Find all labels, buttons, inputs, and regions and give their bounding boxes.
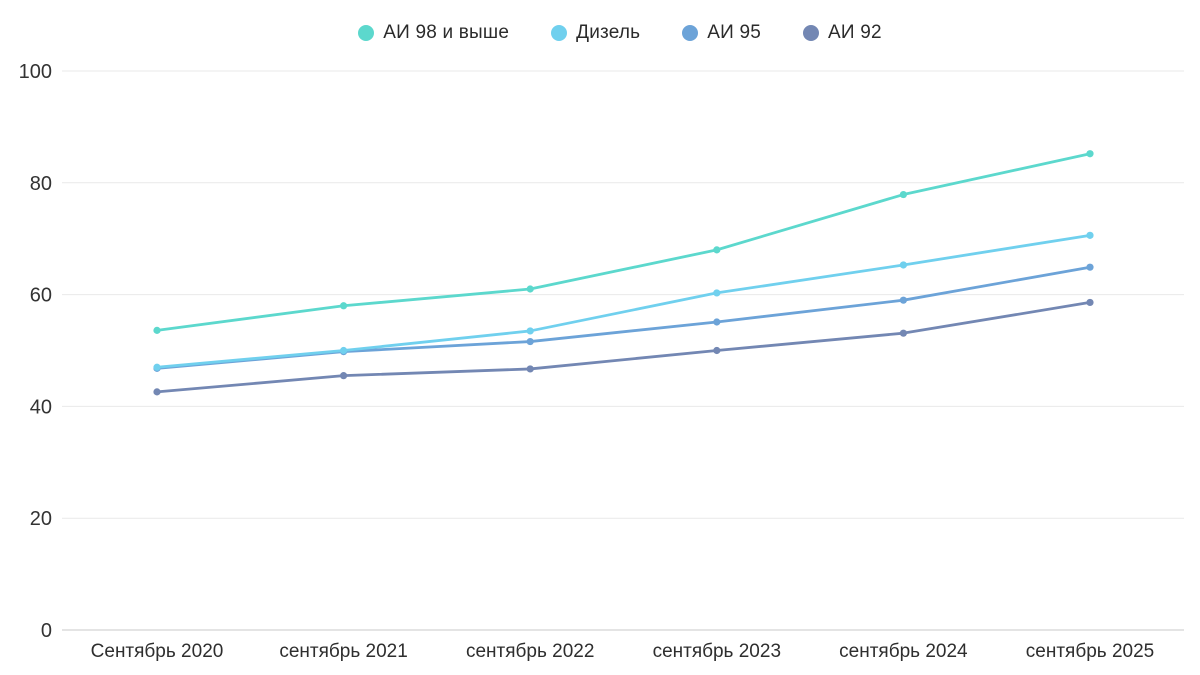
y-axis-tick-labels: 0 20 40 60 80 100 <box>19 61 52 642</box>
x-tick-label: сентябрь 2021 <box>279 641 407 662</box>
legend-item-ai95: АИ 95 <box>682 22 761 44</box>
data-point-marker <box>526 327 534 335</box>
data-point-marker <box>1086 263 1094 271</box>
data-point-marker <box>526 285 534 293</box>
x-tick-label: Сентябрь 2020 <box>91 641 224 662</box>
legend-label-diesel: Дизель <box>576 22 641 43</box>
legend-item-diesel: Дизель <box>551 22 640 44</box>
data-point-marker <box>713 318 721 326</box>
x-tick-label: сентябрь 2025 <box>1026 641 1154 662</box>
series-line <box>155 265 1092 370</box>
data-point-marker <box>899 261 908 269</box>
data-point-marker <box>153 363 161 371</box>
legend-item-ai92: АИ 92 <box>802 22 882 44</box>
series-Дизель <box>153 231 1094 371</box>
legend-label-ai98: АИ 98 и выше <box>383 22 510 43</box>
data-point-marker <box>899 190 908 199</box>
data-point-marker <box>526 337 534 346</box>
y-tick-label: 40 <box>30 396 52 418</box>
legend-label-ai95: АИ 95 <box>707 22 761 43</box>
legend-dot-ai98-icon <box>358 25 375 41</box>
data-point-marker <box>1086 150 1094 158</box>
legend-dot-ai95-icon <box>682 25 699 41</box>
data-point-marker <box>713 289 721 297</box>
data-point-marker <box>340 346 348 355</box>
data-point-marker <box>899 296 908 304</box>
gridlines <box>62 70 1184 631</box>
legend-item-ai98: АИ 98 и выше <box>358 22 509 44</box>
data-point-marker <box>340 302 348 310</box>
x-tick-label: сентябрь 2022 <box>466 641 594 662</box>
y-tick-label: 0 <box>41 620 52 642</box>
data-point-marker <box>1086 231 1094 239</box>
data-point-marker <box>526 365 534 373</box>
x-axis-tick-labels: Сентябрь 2020 сентябрь 2021 сентябрь 2022 с… <box>91 641 1155 662</box>
series-АИ 92 <box>153 298 1094 396</box>
data-point-marker <box>153 388 161 396</box>
series-line <box>155 233 1092 369</box>
data-point-marker <box>713 346 721 355</box>
series-line <box>155 152 1092 332</box>
chart-legend: АИ 98 и выше Дизель АИ 95 АИ 92 <box>0 22 1200 44</box>
data-point-marker <box>713 246 721 254</box>
y-tick-label: 100 <box>19 61 52 83</box>
legend-label-ai92: АИ 92 <box>827 22 882 43</box>
x-tick-label: сентябрь 2023 <box>653 641 781 662</box>
series-АИ 98 и выше <box>153 150 1094 334</box>
series-line <box>155 301 1092 394</box>
legend-dot-ai92-icon <box>802 25 819 41</box>
x-tick-label: сентябрь 2024 <box>839 641 968 662</box>
y-tick-label: 60 <box>30 285 52 307</box>
data-point-marker <box>1086 298 1094 307</box>
data-point-marker <box>340 372 348 380</box>
legend-dot-diesel-icon <box>551 25 568 41</box>
data-point-marker <box>153 326 161 334</box>
y-tick-label: 20 <box>30 508 52 530</box>
y-tick-label: 80 <box>30 173 52 195</box>
data-point-marker <box>899 329 908 337</box>
